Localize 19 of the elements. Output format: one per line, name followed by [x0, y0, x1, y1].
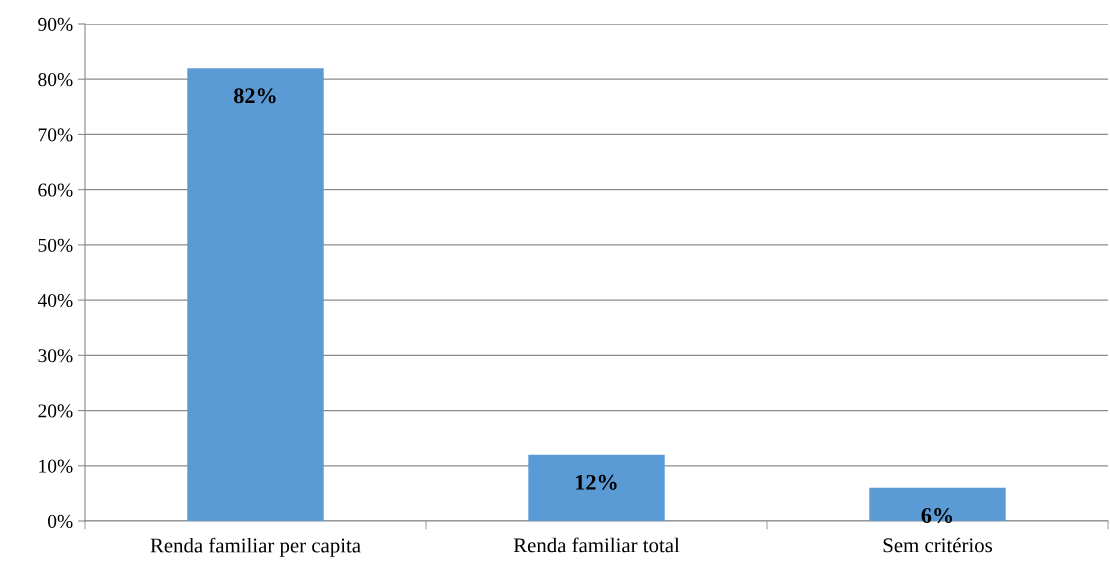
y-tick-label: 10%: [39, 459, 73, 473]
y-tick-label: 90%: [38, 17, 73, 31]
bar: [187, 68, 324, 521]
bar: [869, 487, 1006, 521]
data-label: 82%: [234, 88, 276, 104]
y-tick-label: 80%: [38, 73, 73, 87]
data-label: 6%: [921, 507, 953, 524]
y-tick-label: 50%: [38, 238, 73, 252]
x-tick-label: Renda familiar per capita: [150, 537, 361, 557]
y-tick-label: 40%: [37, 293, 73, 308]
data-label: 12%: [576, 474, 617, 490]
y-tick-label: 60%: [38, 183, 73, 197]
x-tick-label: Renda familiar total: [513, 537, 680, 553]
x-tick-label: Sem critérios: [883, 537, 992, 553]
y-tick-label: 30%: [38, 349, 73, 363]
y-tick-label: 0%: [48, 514, 73, 528]
y-tick-label: 70%: [38, 128, 73, 142]
bar: [528, 454, 665, 521]
y-tick-label: 20%: [38, 404, 73, 418]
